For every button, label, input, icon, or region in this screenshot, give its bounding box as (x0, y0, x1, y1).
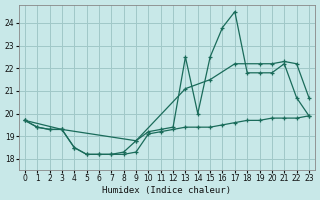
X-axis label: Humidex (Indice chaleur): Humidex (Indice chaleur) (102, 186, 231, 195)
